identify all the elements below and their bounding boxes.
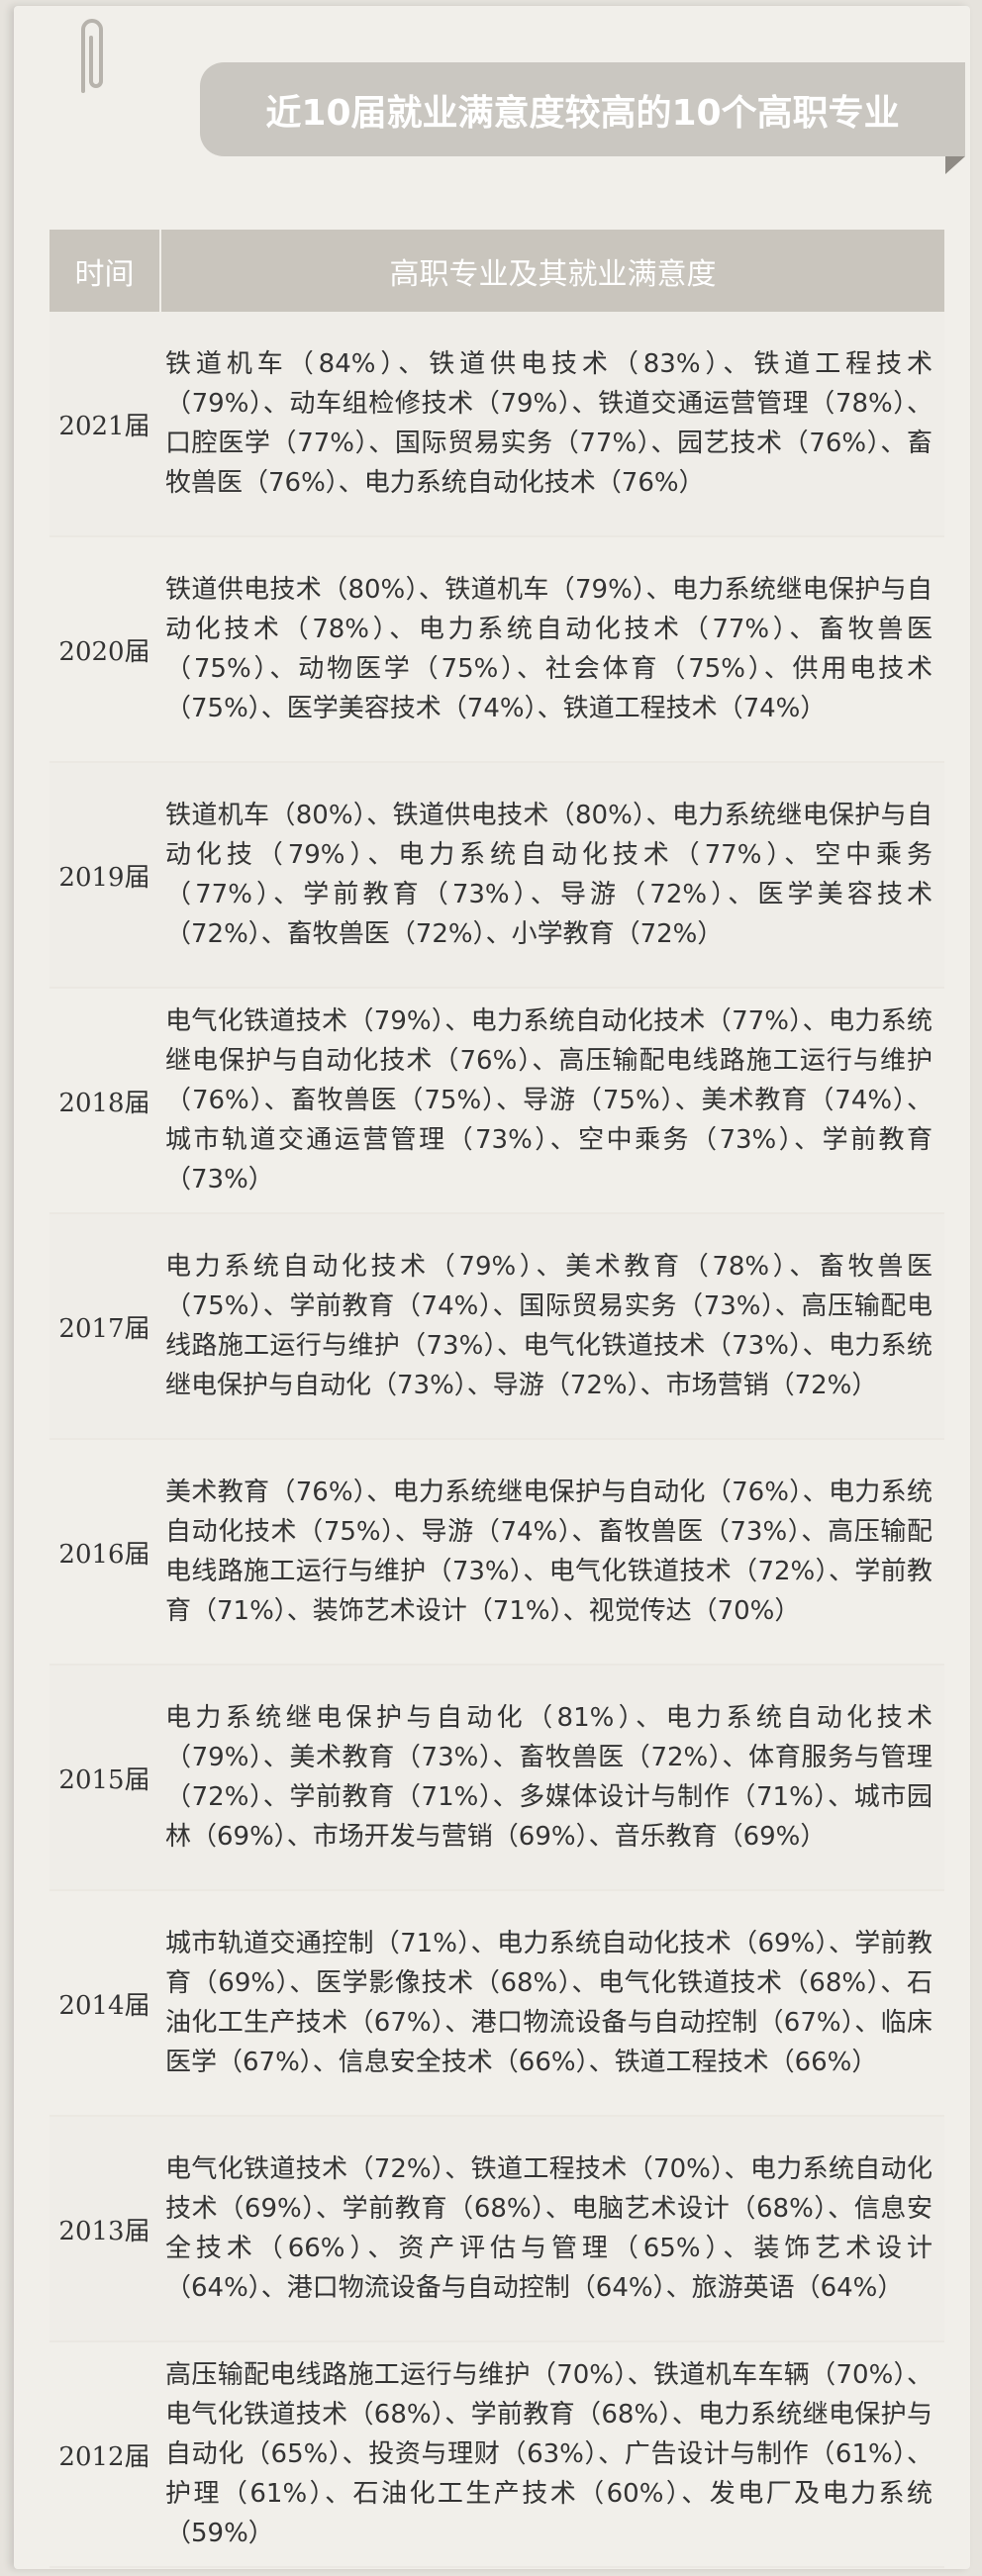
table-row: 2020届 铁道供电技术（80%）、铁道机车（79%）、电力系统继电保护与自动化技…	[49, 537, 944, 763]
table-row: 2018届 电气化铁道技术（79%）、电力系统自动化技术（77%）、电力系统继电保…	[49, 989, 944, 1214]
year-cell: 2016届	[58, 1539, 150, 1570]
table-row: 2013届 电气化铁道技术（72%）、铁道工程技术（70%）、电力系统自动化技术（…	[49, 2117, 944, 2342]
year-cell: 2021届	[58, 411, 150, 441]
table-body: 2021届 铁道机车（84%）、铁道供电技术（83%）、铁道工程技术（79%）、动…	[49, 312, 944, 2568]
table-row: 2015届 电力系统继电保护与自动化（81%）、电力系统自动化技术（79%）、美术…	[49, 1666, 944, 1891]
year-cell: 2017届	[58, 1313, 150, 1344]
paper-clip	[81, 19, 103, 93]
header-cell: 高职专业及其就业满意度	[389, 256, 717, 292]
majors-cell: 电气化铁道技术（79%）、电力系统自动化技术（77%）、电力系统继电保护与自动化…	[165, 1006, 933, 1194]
majors-cell: 铁道机车（84%）、铁道供电技术（83%）、铁道工程技术（79%）、动车组检修技…	[165, 349, 933, 498]
year-cell: 2013届	[58, 2216, 150, 2246]
table-row: 2021届 铁道机车（84%）、铁道供电技术（83%）、铁道工程技术（79%）、动…	[49, 312, 944, 537]
year-cell: 2012届	[58, 2441, 150, 2472]
majors-cell: 美术教育（76%）、电力系统继电保护与自动化（76%）、电力系统自动化技术（75…	[165, 1478, 933, 1626]
table-row: 2014届 城市轨道交通控制（71%）、电力系统自动化技术（69%）、学前教育（6…	[49, 1891, 944, 2117]
year-cell: 2020届	[58, 636, 150, 667]
year-cell: 2014届	[58, 1990, 150, 2021]
table-row: 2017届 电力系统自动化技术（79%）、美术教育（78%）、畜牧兽医（75%）、…	[49, 1214, 944, 1440]
table-row: 2012届 高压输配电线路施工运行与维护（70%）、铁道机车车辆（70%）、电气化…	[49, 2342, 944, 2568]
majors-cell: 城市轨道交通控制（71%）、电力系统自动化技术（69%）、学前教育（69%）、医…	[165, 1929, 933, 2077]
table-row: 2016届 美术教育（76%）、电力系统继电保护与自动化（76%）、电力系统自动化…	[49, 1440, 944, 1666]
majors-cell: 高压输配电线路施工运行与维护（70%）、铁道机车车辆（70%）、电气化铁道技术（…	[165, 2360, 933, 2548]
title-banner: 近10届就业满意度较高的10个高职专业	[200, 62, 965, 156]
majors-cell: 电气化铁道技术（72%）、铁道工程技术（70%）、电力系统自动化技术（69%）、…	[165, 2154, 933, 2303]
year-cell: 2015届	[58, 1765, 150, 1795]
majors-cell: 电力系统继电保护与自动化（81%）、电力系统自动化技术（79%）、美术教育（73…	[165, 1703, 933, 1852]
year-cell: 2019届	[58, 862, 150, 893]
majors-cell: 电力系统自动化技术（79%）、美术教育（78%）、畜牧兽医（75%）、学前教育（…	[165, 1252, 933, 1400]
majors-cell: 铁道机车（80%）、铁道供电技术（80%）、电力系统继电保护与自动化技（79%）…	[165, 801, 933, 949]
header-row: 时间 高职专业及其就业满意度	[49, 230, 944, 312]
table-row: 2019届 铁道机车（80%）、铁道供电技术（80%）、电力系统继电保护与自动化技…	[49, 763, 944, 989]
header-cell: 时间	[49, 230, 161, 312]
year-cell: 2018届	[58, 1088, 150, 1118]
table: 时间 高职专业及其就业满意度 2021届 铁道机车（84%）、铁道供电技术（83%…	[49, 230, 944, 2568]
banner-fold	[945, 156, 965, 174]
majors-cell: 铁道供电技术（80%）、铁道机车（79%）、电力系统继电保护与自动化技术（78%…	[165, 575, 933, 723]
